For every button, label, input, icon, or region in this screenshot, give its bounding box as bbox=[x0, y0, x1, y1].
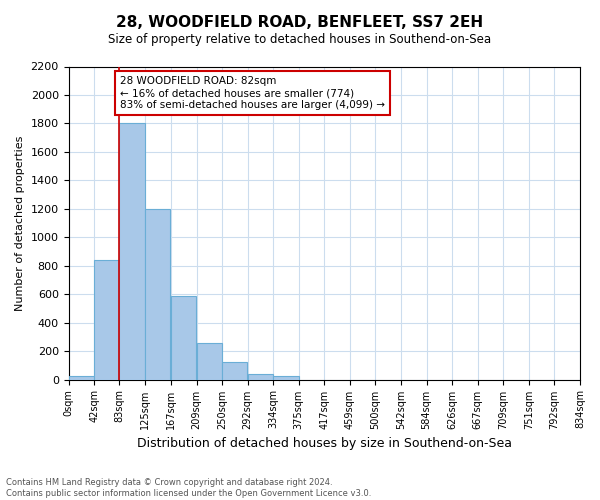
X-axis label: Distribution of detached houses by size in Southend-on-Sea: Distribution of detached houses by size … bbox=[137, 437, 512, 450]
Bar bbox=[274, 376, 299, 380]
Text: Size of property relative to detached houses in Southend-on-Sea: Size of property relative to detached ho… bbox=[109, 32, 491, 46]
Bar bbox=[197, 344, 222, 380]
Bar bbox=[222, 362, 247, 380]
Text: Contains HM Land Registry data © Crown copyright and database right 2024.
Contai: Contains HM Land Registry data © Crown c… bbox=[6, 478, 371, 498]
Y-axis label: Number of detached properties: Number of detached properties bbox=[15, 136, 25, 310]
Text: 28, WOODFIELD ROAD, BENFLEET, SS7 2EH: 28, WOODFIELD ROAD, BENFLEET, SS7 2EH bbox=[116, 15, 484, 30]
Bar bbox=[68, 376, 94, 380]
Bar bbox=[171, 296, 196, 380]
Text: 28 WOODFIELD ROAD: 82sqm
← 16% of detached houses are smaller (774)
83% of semi-: 28 WOODFIELD ROAD: 82sqm ← 16% of detach… bbox=[120, 76, 385, 110]
Bar bbox=[248, 374, 273, 380]
Bar bbox=[145, 209, 170, 380]
Bar bbox=[119, 124, 145, 380]
Bar bbox=[94, 260, 119, 380]
